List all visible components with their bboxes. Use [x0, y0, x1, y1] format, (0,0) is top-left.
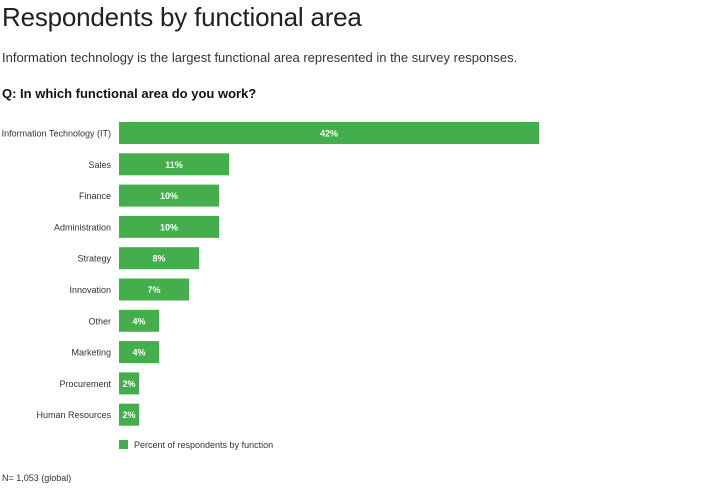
category-label: Human Resources — [36, 410, 111, 420]
bar — [119, 184, 219, 207]
chart-title: Respondents by functional area — [2, 2, 362, 32]
legend-label: Percent of respondents by function — [134, 440, 273, 450]
data-label: 42% — [320, 129, 338, 139]
bar — [119, 215, 219, 238]
data-label: 8% — [152, 254, 165, 264]
data-label: 4% — [132, 316, 145, 326]
bar — [119, 247, 199, 270]
data-label: 4% — [132, 348, 145, 358]
chart-subtitle: Information technology is the largest fu… — [2, 50, 518, 65]
category-label: Sales — [88, 160, 111, 170]
legend-swatch — [119, 440, 128, 449]
category-label: Procurement — [59, 379, 111, 389]
category-label: Strategy — [77, 254, 111, 264]
data-label: 11% — [165, 160, 183, 170]
bar — [119, 122, 539, 144]
bar — [119, 403, 139, 426]
category-label: Marketing — [71, 348, 111, 358]
data-label: 10% — [160, 191, 178, 201]
survey-question: Q: In which functional area do you work? — [2, 86, 257, 101]
data-label: 7% — [147, 285, 160, 295]
category-label: Other — [88, 316, 111, 326]
bar — [119, 278, 189, 301]
data-label: 2% — [122, 410, 135, 420]
category-label: Information Technology (IT) — [2, 129, 111, 139]
bar — [119, 372, 139, 395]
bar — [119, 341, 159, 364]
data-label: 2% — [122, 379, 135, 389]
bar — [119, 153, 229, 176]
data-label: 10% — [160, 222, 178, 232]
category-label: Administration — [54, 222, 111, 232]
sample-size-note: N= 1,053 (global) — [2, 473, 72, 483]
bar-chart: Information Technology (IT) 42% Sales 11% Fi… — [2, 122, 539, 450]
category-label: Finance — [79, 191, 111, 201]
bar — [119, 309, 159, 332]
category-label: Innovation — [69, 285, 111, 295]
